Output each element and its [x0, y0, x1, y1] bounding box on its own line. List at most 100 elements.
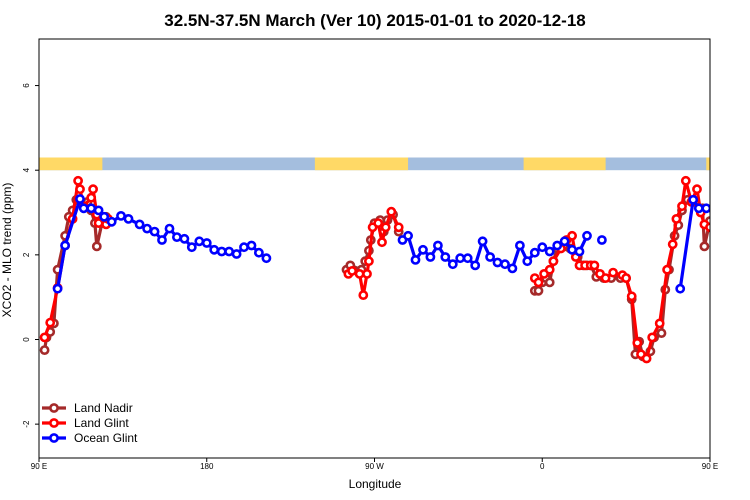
ocean-glint-point	[157, 235, 167, 245]
land-glint-point	[654, 318, 665, 329]
ocean-glint-point	[733, 212, 740, 219]
ocean-glint-line-3	[678, 198, 710, 289]
land-glint-point	[358, 290, 369, 300]
land-glint-point	[662, 264, 672, 275]
ocean-glint-point	[116, 210, 126, 221]
legend-label: Land Glint	[74, 416, 129, 430]
x-axis-label: Longitude	[349, 477, 402, 491]
land-nadir-point	[39, 345, 50, 355]
y-tick-label-0: -2	[22, 420, 31, 428]
y-tick-label-2: 2	[22, 252, 31, 257]
x-tick-label-4: 90 E	[702, 462, 718, 471]
ocean-glint-point	[529, 247, 540, 258]
land-glint-point	[362, 268, 372, 279]
ocean-glint-point	[515, 240, 525, 251]
plot-frame	[38, 38, 711, 459]
ocean-glint-point	[106, 216, 117, 227]
land-mask-strip	[39, 157, 710, 171]
y-axis: -2 0 2 4 6	[22, 83, 39, 428]
legend-item-land-nadir: Land Nadir	[42, 401, 133, 415]
land-segment-2	[523, 157, 606, 171]
ocean-glint-point	[149, 226, 160, 237]
x-axis: 90 E 180 90 W 0 90 E	[31, 458, 718, 471]
legend-item-land-glint: Land Glint	[42, 416, 129, 430]
ocean-glint-point	[194, 236, 205, 247]
land-glint-point	[380, 222, 391, 233]
legend-label: Land Nadir	[74, 401, 133, 415]
ocean-glint-point	[567, 244, 577, 255]
ocean-glint-point	[470, 260, 481, 271]
ocean-glint-point	[544, 246, 555, 257]
land-glint-point	[671, 213, 682, 224]
y-axis-label: XCO2 - MLO trend (ppm)	[0, 183, 14, 318]
land-glint-point	[589, 260, 600, 271]
ocean-glint-point	[725, 218, 732, 225]
ocean-glint-point	[52, 283, 63, 294]
ocean-glint-point	[432, 240, 443, 251]
land-glint-point	[377, 237, 387, 248]
legend-swatch-marker	[49, 433, 59, 443]
series-land-glint	[39, 175, 710, 364]
land-glint-point	[73, 175, 83, 186]
land-glint-point	[626, 291, 637, 302]
land-glint-point	[533, 277, 544, 288]
ocean-glint-point	[740, 215, 747, 222]
ocean-glint-point	[186, 242, 197, 253]
legend-item-ocean-glint: Ocean Glint	[42, 431, 138, 445]
ocean-glint-point	[425, 252, 436, 262]
land-glint-point	[373, 218, 384, 228]
land-segment-3	[706, 157, 710, 171]
ocean-glint-point	[597, 235, 607, 245]
x-tick-label-1: 180	[200, 462, 214, 471]
ocean-glint-point	[123, 213, 134, 224]
land-nadir-point	[544, 277, 555, 288]
land-glint-point	[548, 256, 559, 267]
ocean-glint-point	[224, 246, 234, 257]
land-glint-point	[45, 317, 56, 328]
land-nadir-point	[533, 285, 544, 296]
y-tick-label-3: 4	[22, 167, 31, 172]
ocean-glint-point	[403, 230, 413, 241]
ocean-glint-point	[688, 194, 699, 205]
ocean-glint-point	[693, 203, 704, 214]
legend-swatch-marker	[49, 418, 59, 428]
ocean-glint-point	[164, 223, 175, 234]
ocean-glint-point	[507, 263, 518, 274]
x-tick-label-2: 90 W	[365, 462, 384, 471]
ocean-glint-point	[675, 283, 686, 294]
ocean-glint-point	[440, 252, 451, 262]
land-glint-point	[86, 192, 97, 203]
land-glint-point	[39, 332, 50, 343]
y-tick-label-4: 6	[22, 83, 31, 88]
ocean-glint-point	[142, 223, 152, 234]
land-glint-point	[386, 206, 397, 217]
ocean-glint-point	[410, 254, 421, 265]
land-glint-point	[692, 184, 702, 195]
ocean-glint-point	[537, 242, 548, 253]
ocean-glint-point	[522, 256, 533, 267]
land-glint-point	[88, 184, 98, 195]
ocean-glint-point	[462, 253, 473, 264]
land-glint-point	[347, 265, 357, 276]
land-glint-point	[608, 267, 618, 278]
series-ocean-glint	[52, 194, 747, 294]
ocean-glint-point	[492, 257, 503, 268]
ocean-glint-point	[574, 246, 585, 257]
chart-title: 32.5N-37.5N March (Ver 10) 2015-01-01 to…	[164, 11, 585, 30]
land-glint-point	[621, 273, 631, 283]
ocean-glint-point	[209, 244, 220, 255]
legend-swatch-marker	[49, 403, 59, 413]
ocean-glint-point	[447, 259, 458, 270]
ocean-glint-point	[552, 240, 563, 251]
land-glint-point	[641, 353, 652, 364]
land-glint-point	[363, 256, 374, 267]
land-segment-0	[39, 157, 103, 171]
land-glint-point	[680, 175, 691, 186]
ocean-glint-point	[134, 219, 145, 230]
land-segment-1	[314, 157, 409, 171]
land-glint-point	[75, 184, 85, 195]
y-tick-label-1: 0	[22, 337, 31, 342]
land-glint-point	[544, 264, 555, 275]
